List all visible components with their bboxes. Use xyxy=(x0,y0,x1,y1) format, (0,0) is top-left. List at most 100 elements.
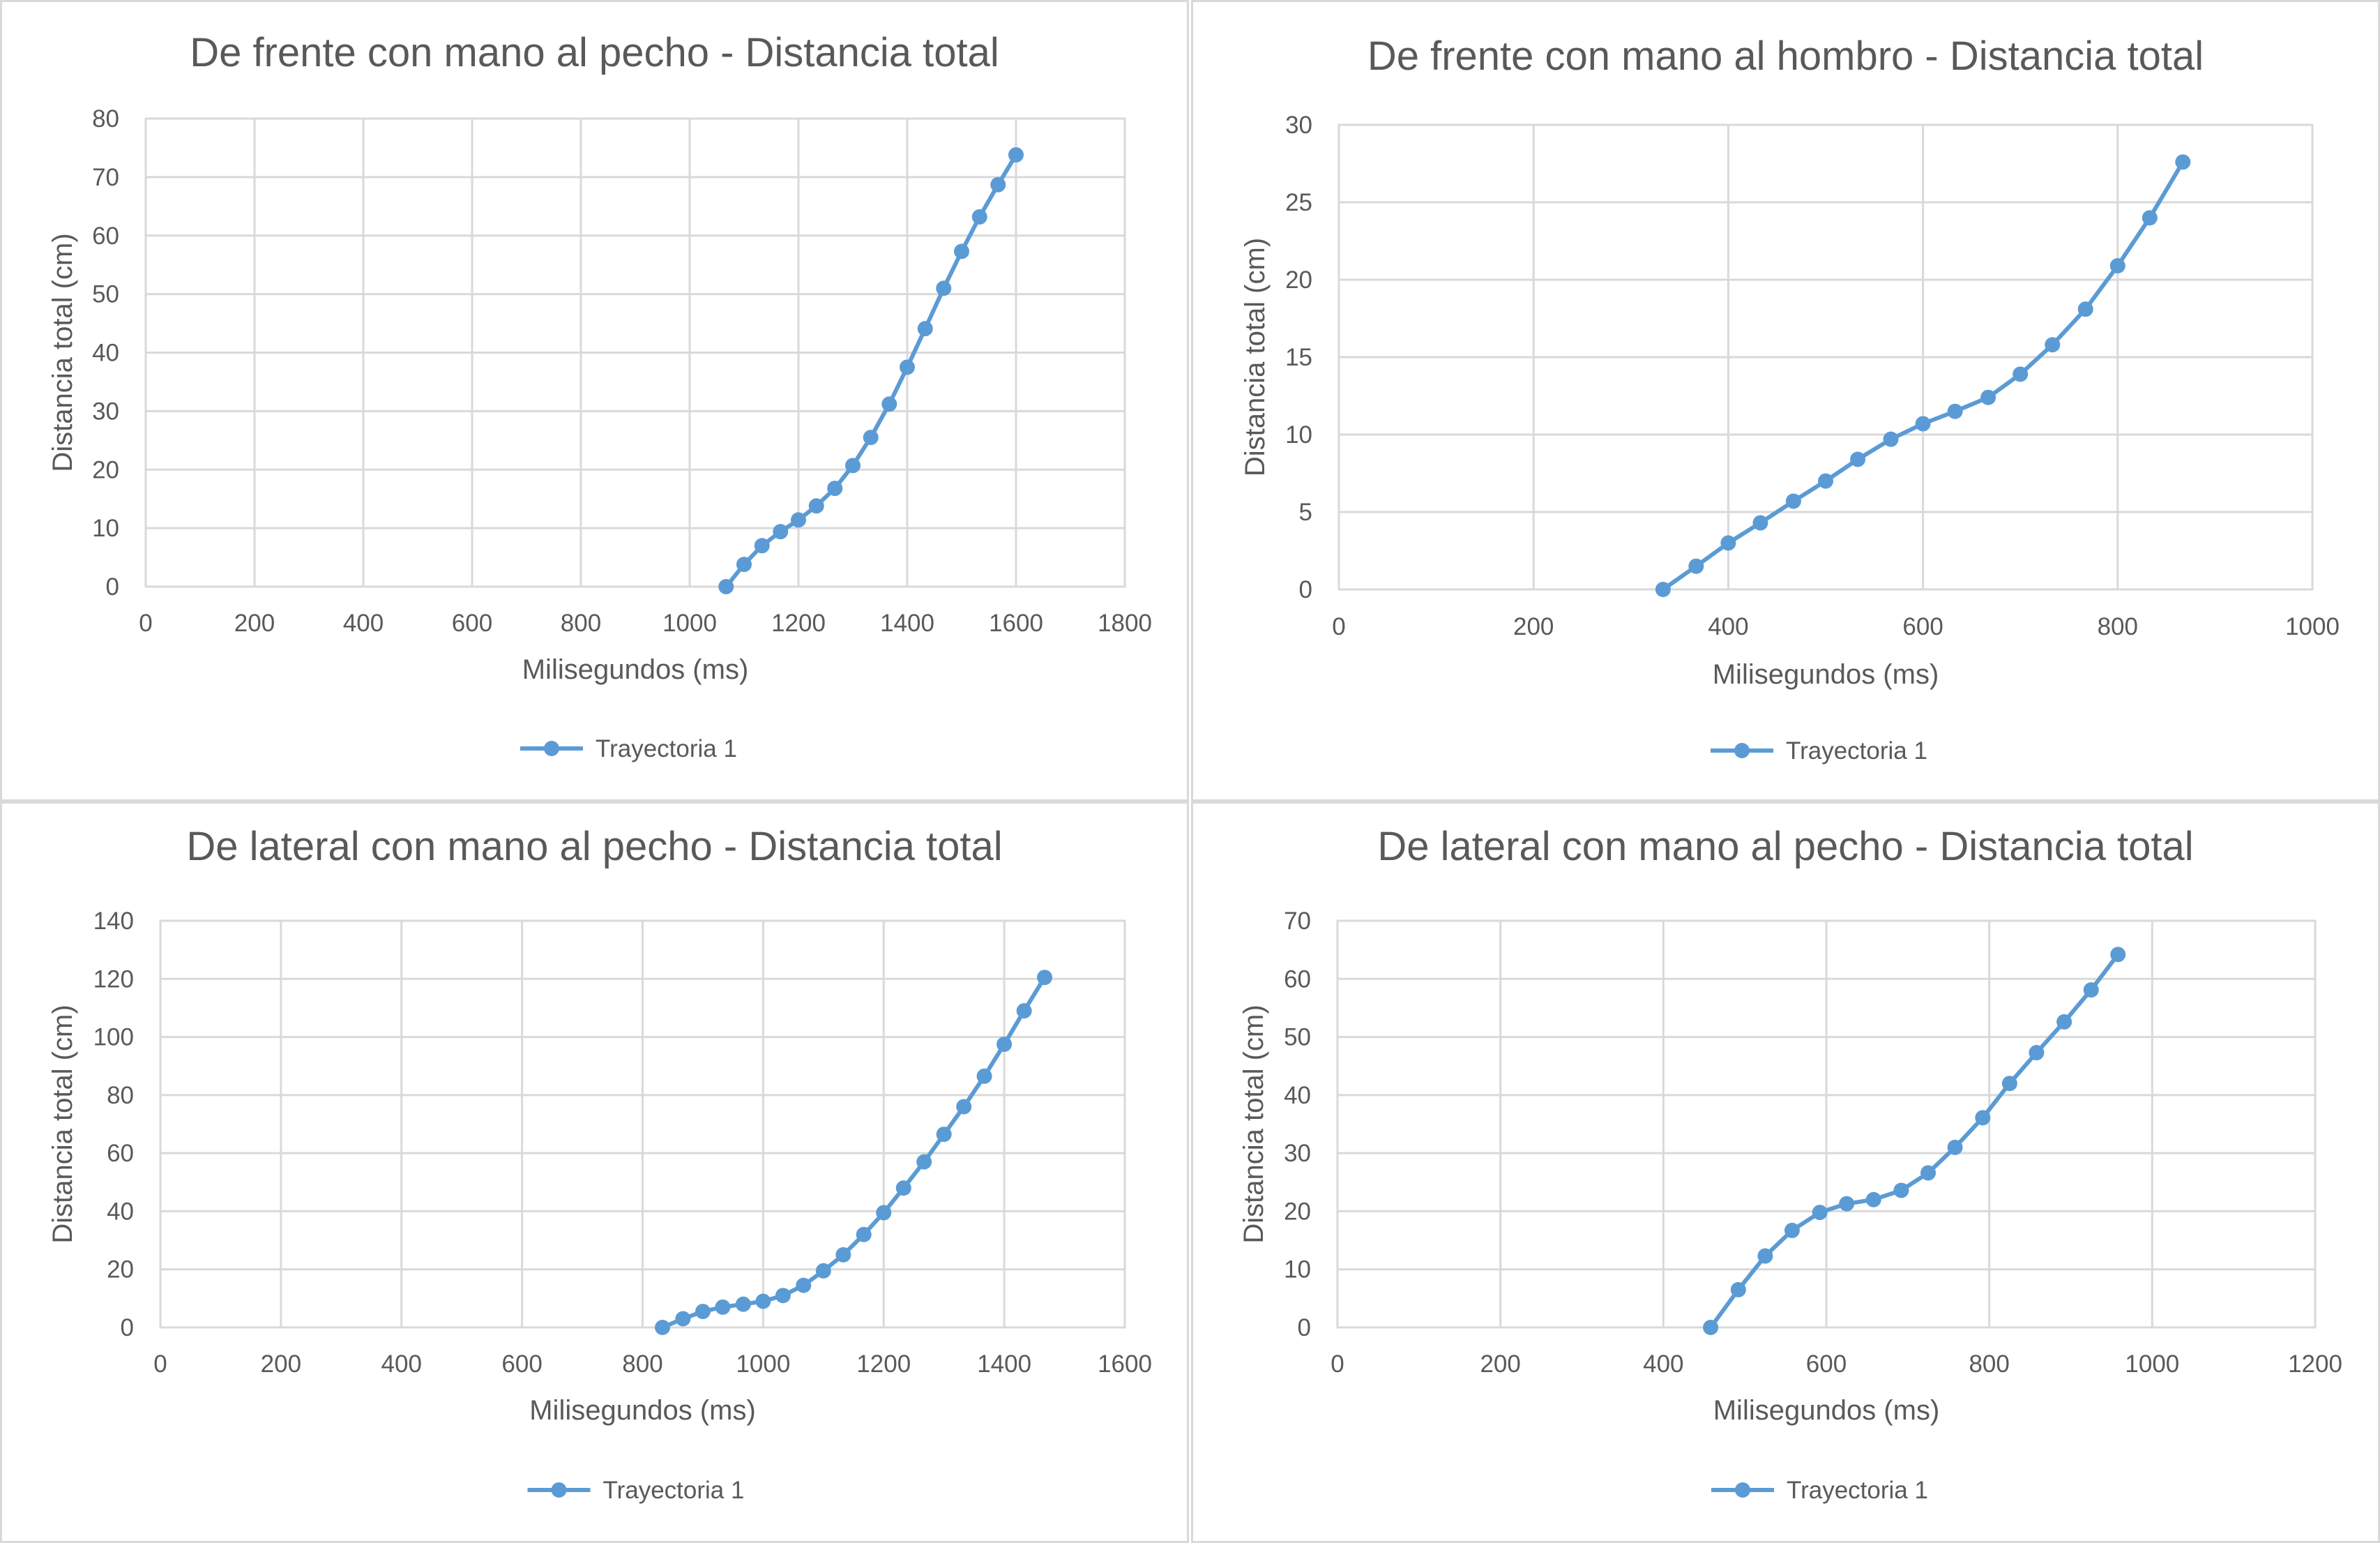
y-tick-label: 80 xyxy=(92,105,119,133)
data-point xyxy=(1850,451,1866,467)
chart-title: De frente con mano al pecho - Distancia … xyxy=(190,30,999,75)
data-point xyxy=(675,1311,691,1327)
data-point xyxy=(990,176,1006,193)
y-tick-label: 10 xyxy=(92,515,119,542)
data-point xyxy=(936,280,952,296)
data-point xyxy=(1784,1222,1800,1238)
x-tick-label: 0 xyxy=(1332,613,1345,640)
x-tick-label: 1400 xyxy=(880,610,934,637)
data-point xyxy=(2109,258,2125,274)
x-tick-label: 1000 xyxy=(662,610,717,637)
data-point xyxy=(1785,493,1801,509)
y-tick-label: 25 xyxy=(1285,189,1312,216)
data-point xyxy=(1016,1003,1032,1019)
data-point xyxy=(655,1320,671,1335)
data-point xyxy=(835,1247,851,1263)
data-point xyxy=(791,512,806,528)
data-point xyxy=(2142,210,2158,226)
data-point xyxy=(1883,431,1899,447)
y-tick-label: 50 xyxy=(1284,1024,1311,1051)
data-point xyxy=(900,359,915,375)
data-point xyxy=(917,321,933,337)
data-point xyxy=(863,430,879,446)
legend-label: Trayectoria 1 xyxy=(596,735,737,762)
data-point xyxy=(827,481,843,497)
y-tick-label: 70 xyxy=(1284,908,1311,935)
legend-label: Trayectoria 1 xyxy=(603,1477,745,1504)
data-point xyxy=(755,1293,771,1309)
data-point xyxy=(808,498,824,514)
x-axis-label: Milisegundos (ms) xyxy=(1713,659,1939,690)
data-point xyxy=(2001,1076,2017,1092)
chart-svg-2: De frente con mano al hombro - Distancia… xyxy=(1240,33,2340,765)
x-tick-label: 1800 xyxy=(1098,610,1152,637)
data-point xyxy=(2110,947,2126,963)
data-point xyxy=(2056,1014,2072,1030)
legend-marker xyxy=(1734,743,1750,758)
data-point xyxy=(695,1304,711,1320)
data-point xyxy=(895,1180,911,1196)
data-point xyxy=(796,1277,812,1293)
x-tick-label: 800 xyxy=(2098,613,2138,640)
legend-label: Trayectoria 1 xyxy=(1787,1477,1928,1504)
x-tick-label: 600 xyxy=(501,1350,542,1378)
series-line xyxy=(1708,953,2120,1329)
plot-area xyxy=(144,117,1126,588)
chart-title: De lateral con mano al pecho - Distancia… xyxy=(186,824,1002,869)
data-point xyxy=(1730,1281,1746,1297)
x-tick-label: 200 xyxy=(234,610,275,637)
x-tick-label: 600 xyxy=(1806,1350,1847,1378)
x-tick-label: 1200 xyxy=(856,1350,911,1378)
x-tick-label: 400 xyxy=(1643,1350,1683,1378)
data-point xyxy=(1915,416,1931,432)
y-tick-label: 60 xyxy=(92,223,119,250)
y-tick-label: 40 xyxy=(1284,1082,1311,1109)
data-point xyxy=(856,1226,872,1242)
data-point xyxy=(815,1263,831,1279)
y-tick-label: 0 xyxy=(1299,576,1312,603)
y-tick-label: 15 xyxy=(1285,344,1312,371)
data-point xyxy=(1720,535,1736,551)
x-axis-label: Milisegundos (ms) xyxy=(1713,1395,1940,1426)
data-point xyxy=(976,1068,992,1084)
data-point xyxy=(1839,1196,1855,1212)
y-tick-label: 40 xyxy=(92,340,119,367)
chart-title: De frente con mano al hombro - Distancia… xyxy=(1367,33,2204,79)
chart-panel-4: De lateral con mano al pecho - Distancia… xyxy=(1191,801,2380,1543)
y-tick-label: 60 xyxy=(1284,965,1311,993)
y-tick-label: 40 xyxy=(107,1198,134,1225)
y-tick-label: 20 xyxy=(92,456,119,483)
data-point xyxy=(996,1036,1013,1052)
data-point xyxy=(2029,1045,2045,1061)
y-tick-label: 30 xyxy=(1284,1140,1311,1167)
chart-svg-1: De frente con mano al pecho - Distancia … xyxy=(47,30,1152,762)
x-axis-label: Milisegundos (ms) xyxy=(522,654,749,685)
x-tick-label: 1200 xyxy=(2288,1350,2342,1378)
data-point xyxy=(1947,403,1963,419)
data-point xyxy=(2045,337,2061,353)
x-tick-label: 1000 xyxy=(2125,1350,2179,1378)
chart-panel-3: De lateral con mano al pecho - Distancia… xyxy=(0,801,1189,1543)
y-tick-label: 100 xyxy=(93,1024,134,1051)
y-axis-label: Distancia total (cm) xyxy=(1238,1004,1269,1243)
legend-marker xyxy=(551,1482,567,1498)
y-tick-label: 20 xyxy=(107,1256,134,1284)
data-point xyxy=(954,243,969,259)
x-tick-label: 0 xyxy=(139,610,152,637)
data-point xyxy=(936,1127,952,1143)
data-point xyxy=(1752,515,1768,531)
y-tick-label: 30 xyxy=(1285,112,1312,139)
data-point xyxy=(735,1296,751,1312)
x-tick-label: 800 xyxy=(622,1350,662,1378)
y-tick-label: 120 xyxy=(93,965,134,993)
x-tick-label: 200 xyxy=(261,1350,301,1378)
y-tick-label: 30 xyxy=(92,398,119,425)
data-point xyxy=(1037,970,1053,986)
data-point xyxy=(971,209,987,225)
data-point xyxy=(754,538,770,554)
y-tick-label: 5 xyxy=(1299,499,1312,526)
x-tick-label: 400 xyxy=(381,1350,422,1378)
data-point xyxy=(1818,473,1833,489)
x-tick-label: 0 xyxy=(1331,1350,1344,1378)
y-tick-label: 70 xyxy=(92,164,119,191)
